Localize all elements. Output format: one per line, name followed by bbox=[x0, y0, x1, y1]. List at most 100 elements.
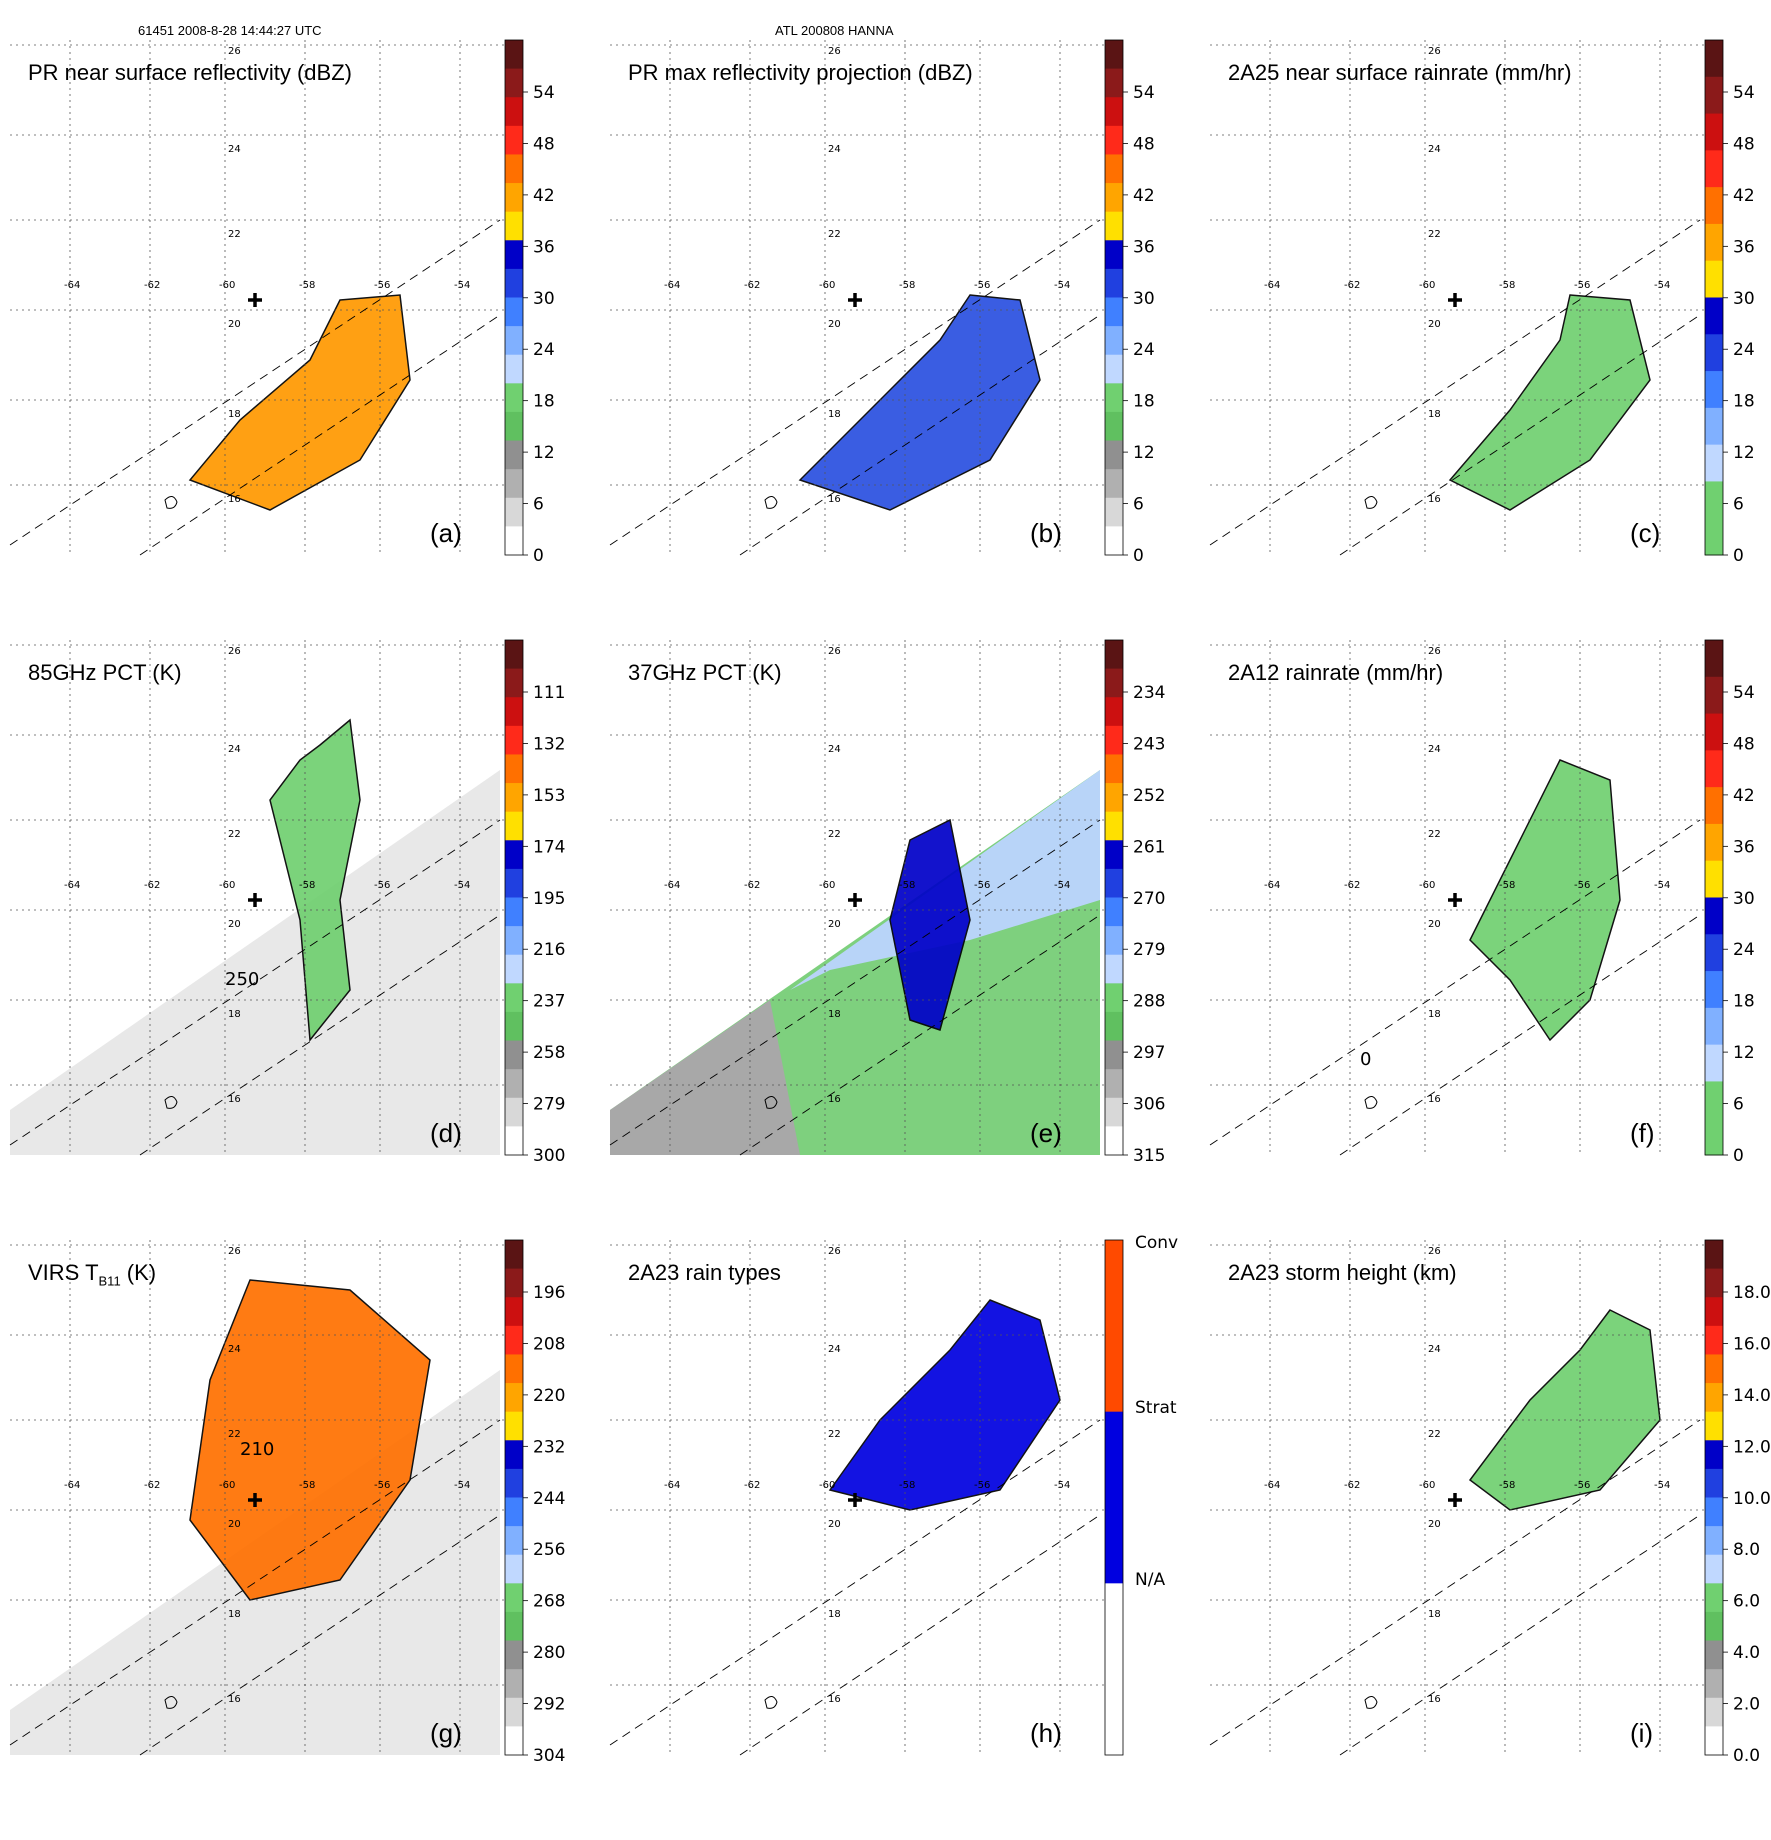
colorbar-tick-label: 6.0 bbox=[1733, 1592, 1760, 1612]
colorbar-tick-label: 270 bbox=[1133, 889, 1165, 909]
colorbar-tick-label: 292 bbox=[533, 1695, 565, 1715]
colorbar-segment bbox=[505, 1468, 523, 1498]
swath-edge-north bbox=[1209, 1419, 1701, 1746]
colorbar-tick-label: 42 bbox=[1733, 186, 1755, 206]
lon-tick-label: -56 bbox=[1574, 1480, 1590, 1491]
colorbar-segment bbox=[1705, 223, 1723, 262]
colorbar-segment bbox=[505, 183, 523, 213]
colorbar-tick-label: 220 bbox=[533, 1386, 565, 1406]
colorbar: 234 243 252 261 270 279 288 297 306 315 bbox=[1104, 639, 1165, 1166]
lon-tick-label: -56 bbox=[1574, 880, 1590, 891]
lon-tick-label: -62 bbox=[744, 280, 760, 291]
colorbar-segment bbox=[505, 1268, 523, 1298]
colorbar-segment bbox=[1705, 297, 1723, 335]
colorbar-tick-label: 6 bbox=[1733, 1095, 1744, 1115]
panel-map: -64 -62 -60 -58 -56 -54 26 24 22 20 18 16 54 48 42 36 30… bbox=[9, 39, 555, 566]
lon-tick-label: -54 bbox=[1054, 280, 1070, 291]
lon-tick-label: -60 bbox=[219, 280, 235, 291]
lat-tick-label: 22 bbox=[228, 1429, 241, 1440]
colorbar-tick-label: 174 bbox=[533, 837, 565, 857]
panel-b: PR max reflectivity projection (dBZ) (b) -… bbox=[600, 39, 1200, 640]
colorbar-tick-label: 12 bbox=[1133, 443, 1155, 463]
lat-tick-label: 18 bbox=[828, 1609, 841, 1620]
lat-tick-label: 24 bbox=[828, 1344, 841, 1355]
colorbar-segment bbox=[505, 354, 523, 384]
colorbar-segment bbox=[1105, 983, 1123, 1013]
rain-type-label: Strat bbox=[1135, 1398, 1177, 1418]
colorbar-segment bbox=[1105, 668, 1123, 698]
colorbar-tick-label: 24 bbox=[533, 340, 555, 360]
colorbar-tick-label: 48 bbox=[1733, 134, 1755, 154]
colorbar-tick-label: 18 bbox=[1133, 392, 1155, 412]
colorbar-segment bbox=[1105, 440, 1123, 470]
colorbar-segment bbox=[1105, 1040, 1123, 1070]
lat-tick-label: 26 bbox=[228, 646, 241, 657]
colorbar-segment bbox=[505, 1011, 523, 1042]
colorbar-segment bbox=[505, 125, 523, 155]
lon-tick-label: -56 bbox=[974, 1480, 990, 1491]
panel-title-text: 2A25 near surface rainrate (mm/hr) bbox=[1228, 60, 1572, 85]
colorbar-segment bbox=[505, 1726, 523, 1756]
colorbar-segment bbox=[1105, 125, 1123, 155]
lon-tick-label: -62 bbox=[1344, 1480, 1360, 1491]
island-outline bbox=[1364, 1696, 1378, 1709]
lon-tick-label: -62 bbox=[144, 280, 160, 291]
colorbar-segment bbox=[1705, 1383, 1723, 1413]
panel-map: -64 -62 -60 -58 -56 -54 26 24 22 20 18 16 210 196 208 2… bbox=[9, 1239, 565, 1766]
colorbar-segment bbox=[505, 668, 523, 698]
colorbar-tick-label: 30 bbox=[1733, 289, 1755, 309]
colorbar-tick-label: 111 bbox=[533, 683, 565, 703]
lon-tick-label: -54 bbox=[1654, 880, 1670, 891]
colorbar-segment bbox=[1105, 68, 1123, 98]
colorbar-segment bbox=[1705, 897, 1723, 935]
panel-letter-label: (b) bbox=[1030, 518, 1062, 548]
colorbar-tick-label: 36 bbox=[1133, 237, 1155, 257]
colorbar-tick-label: 30 bbox=[1733, 889, 1755, 909]
panel-f: 2A12 rainrate (mm/hr) (f) -64 -62 -60 -58 -56 -… bbox=[1200, 639, 1771, 1240]
swath-edge-north bbox=[609, 819, 1101, 1146]
panel-letter-label: (d) bbox=[430, 1118, 462, 1148]
colorbar-segment bbox=[505, 725, 523, 755]
lon-tick-label: -62 bbox=[144, 1480, 160, 1491]
colorbar-tick-label: 234 bbox=[1133, 683, 1165, 703]
lat-tick-label: 20 bbox=[228, 1519, 241, 1530]
storm-center-marker bbox=[248, 293, 262, 307]
panel-map: -64 -62 -60 -58 -56 -542624222018162501111321… bbox=[9, 639, 565, 1166]
colorbar-segment bbox=[1705, 1268, 1723, 1298]
colorbar-segment bbox=[1105, 1011, 1123, 1042]
colorbar-segment bbox=[1105, 811, 1123, 841]
colorbar-tick-label: 54 bbox=[1733, 683, 1755, 703]
colorbar-segment bbox=[505, 1069, 523, 1099]
lon-tick-label: -64 bbox=[664, 280, 680, 291]
colorbar-segment bbox=[505, 297, 523, 327]
colorbar-tick-label: 4.0 bbox=[1733, 1643, 1760, 1663]
panel-title-text: 85GHz PCT (K) bbox=[28, 660, 182, 685]
colorbar-tick-label: 18 bbox=[533, 392, 555, 412]
storm-center-marker bbox=[1448, 1493, 1462, 1507]
colorbar-tick-label: 54 bbox=[1733, 83, 1755, 103]
storm-center-marker bbox=[848, 893, 862, 907]
colorbar-segment bbox=[505, 1497, 523, 1527]
colorbar-segment bbox=[505, 954, 523, 984]
colorbar-segment bbox=[1705, 1081, 1723, 1119]
panel-d: 85GHz PCT (K) (d) -64 -62 -60 -58 -56 -54 26 24 22… bbox=[0, 639, 600, 1240]
swath-edge-south bbox=[739, 914, 1101, 1156]
colorbar-tick-label: 48 bbox=[1733, 734, 1755, 754]
island-outline bbox=[164, 1096, 178, 1109]
colorbar-segment bbox=[505, 783, 523, 813]
colorbar-tick-label: 12 bbox=[533, 443, 555, 463]
storm-field bbox=[269, 718, 361, 1042]
lon-tick-label: -58 bbox=[1499, 1480, 1515, 1491]
colorbar-segment bbox=[505, 240, 523, 270]
colorbar-segment bbox=[505, 497, 523, 527]
colorbar-tick-label: 208 bbox=[533, 1334, 565, 1354]
colorbar: 18.0 16.0 14.0 12.0 10.0 8.0 6.0 4.0 2.0 0.0 bbox=[1704, 1239, 1771, 1766]
panel-i: 2A23 storm height (km) (i) -64 -62 -60 -58 -56… bbox=[1200, 1239, 1771, 1840]
lon-tick-label: -58 bbox=[299, 880, 315, 891]
swath-edge-south bbox=[739, 314, 1101, 556]
colorbar-tick-label: 252 bbox=[1133, 786, 1165, 806]
colorbar-segment bbox=[505, 1583, 523, 1613]
lon-tick-label: -56 bbox=[374, 1480, 390, 1491]
swath-edge-north bbox=[609, 219, 1101, 546]
colorbar-segment bbox=[1105, 211, 1123, 241]
